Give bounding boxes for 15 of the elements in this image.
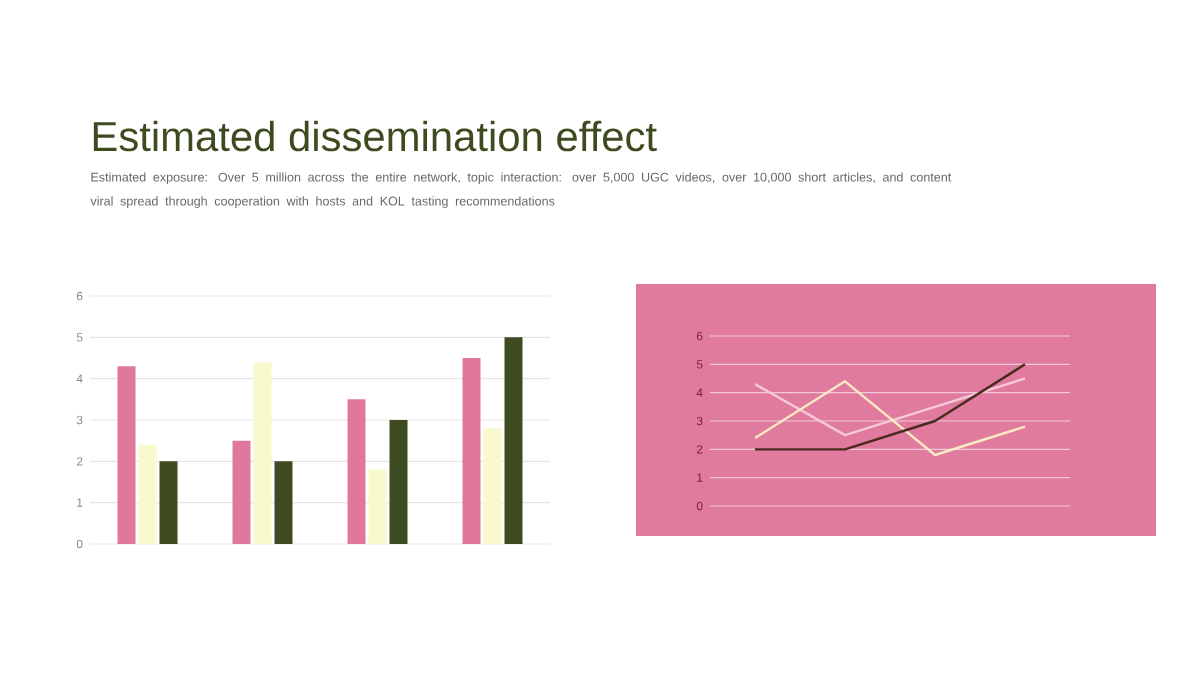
- bar: [462, 358, 481, 544]
- bar: [347, 399, 366, 544]
- bar: [274, 461, 293, 544]
- bar: [159, 461, 178, 544]
- bar: [138, 444, 157, 544]
- bar: [368, 469, 387, 544]
- bar: [232, 440, 251, 544]
- bar: [504, 337, 523, 544]
- bar: [253, 362, 272, 544]
- line-series: [753, 377, 1027, 437]
- bar: [389, 420, 408, 544]
- bar: [117, 366, 136, 544]
- bar: [483, 428, 502, 544]
- chart-title: Estimated dissemination effect: [93, 120, 657, 152]
- line-series: [753, 380, 1027, 457]
